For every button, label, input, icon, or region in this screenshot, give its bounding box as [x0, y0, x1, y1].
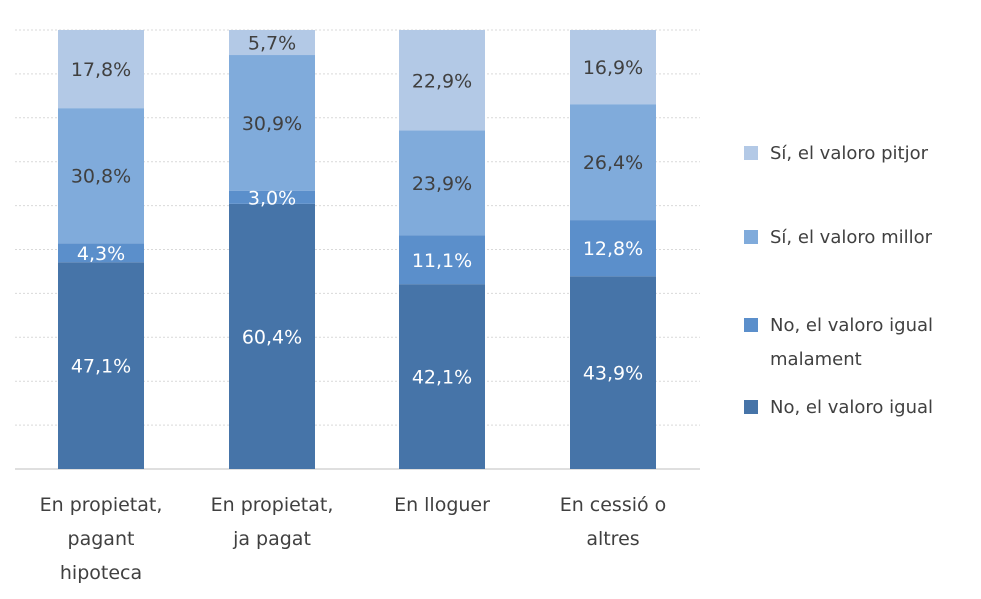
category-label: ja pagat: [232, 528, 311, 550]
data-label: 30,8%: [71, 166, 131, 188]
category-label: pagant: [68, 528, 135, 550]
bar-segment: [58, 30, 144, 109]
legend-label: No, el valoro igual: [770, 315, 933, 336]
category-labels: En propietat, pagant hipoteca En propietat,…: [40, 494, 667, 584]
category-label: En lloguer: [394, 494, 490, 516]
bar-segment: [570, 220, 656, 277]
data-label: 43,9%: [583, 363, 643, 385]
bar-segment: [399, 235, 485, 285]
data-label: 11,1%: [412, 250, 472, 272]
legend-swatch: [744, 230, 758, 244]
data-label: 60,4%: [242, 326, 302, 348]
data-label: 17,8%: [71, 59, 131, 81]
data-label: 5,7%: [248, 33, 296, 55]
data-label: 23,9%: [412, 173, 472, 195]
bar-segment: [399, 130, 485, 236]
data-label: 47,1%: [71, 356, 131, 378]
bar-segment: [570, 276, 656, 469]
legend-swatch: [744, 400, 758, 414]
data-label: 30,9%: [242, 113, 302, 135]
data-label: 16,9%: [583, 57, 643, 79]
bar-labels: 47,1% 4,3% 30,8% 17,8% 60,4% 3,0% 30,9% 5,7% 42,…: [71, 33, 643, 389]
bar-segment: [399, 30, 485, 131]
legend-label: No, el valoro igual: [770, 397, 933, 418]
legend: Sí, el valoro pitjor Sí, el valoro millor…: [744, 143, 933, 418]
bar-segment: [229, 203, 315, 469]
data-label: 12,8%: [583, 238, 643, 260]
bar-segment: [58, 243, 144, 263]
bar-segment: [570, 30, 656, 105]
legend-swatch: [744, 146, 758, 160]
data-label: 22,9%: [412, 70, 472, 92]
bar-segment: [229, 190, 315, 204]
bar-segment: [58, 108, 144, 244]
category-label: altres: [586, 528, 639, 550]
category-label: hipoteca: [60, 562, 142, 584]
category-label: En cessió o: [560, 494, 667, 516]
data-label: 42,1%: [412, 367, 472, 389]
legend-label: Sí, el valoro pitjor: [770, 143, 929, 164]
category-label: En propietat,: [40, 494, 163, 516]
bar-segment: [399, 284, 485, 469]
data-label: 4,3%: [77, 243, 125, 265]
bars: [58, 30, 656, 469]
bar-segment: [229, 55, 315, 191]
legend-label: Sí, el valoro millor: [770, 227, 933, 248]
legend-swatch: [744, 318, 758, 332]
data-label: 3,0%: [248, 187, 296, 209]
bar-segment: [229, 30, 315, 56]
category-label: En propietat,: [211, 494, 334, 516]
data-label: 26,4%: [583, 152, 643, 174]
bar-segment: [570, 104, 656, 221]
legend-label: malament: [770, 349, 862, 370]
bar-segment: [58, 262, 144, 469]
